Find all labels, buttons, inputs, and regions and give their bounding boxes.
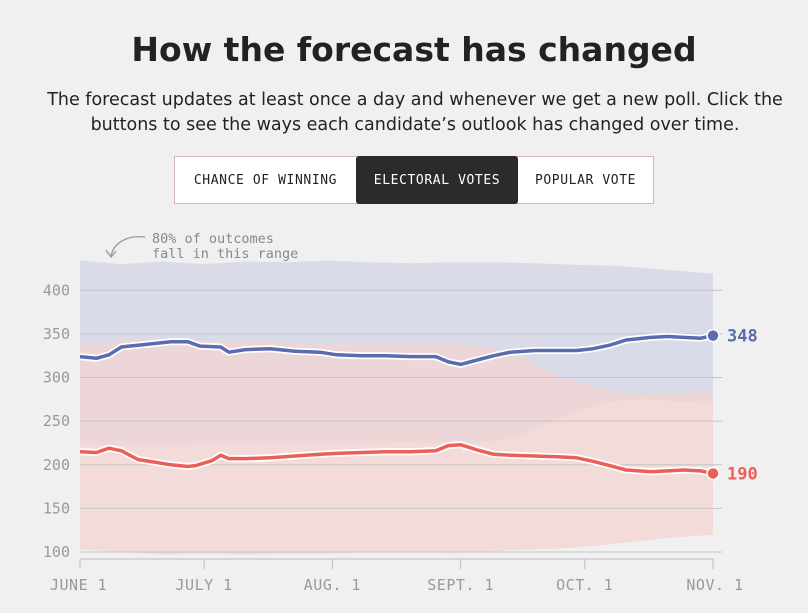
line-blue	[79, 333, 714, 367]
band-red	[80, 339, 713, 555]
y-tick-label: 400	[43, 281, 70, 299]
outcome-bands	[80, 260, 713, 555]
y-tick-label: 350	[43, 325, 70, 343]
x-tick-label: JULY 1	[176, 576, 233, 594]
y-tick-label: 150	[43, 499, 70, 517]
electoral-votes-chart: 100 150 200 250 300 350 400 348 190 JUNE 1 JULY …	[43, 231, 758, 594]
tab-popular-vote[interactable]: POPULAR VOTE	[518, 157, 653, 203]
end-label-red: 190	[727, 464, 758, 484]
page-title: How the forecast has changed	[131, 30, 697, 69]
x-tick-label: JUNE 1	[50, 576, 107, 594]
y-tick-label: 100	[43, 543, 70, 561]
end-label-blue: 348	[727, 327, 758, 347]
x-tick-label: SEPT. 1	[427, 576, 494, 594]
x-axis: JUNE 1 JULY 1 AUG. 1 SEPT. 1 OCT. 1 NOV. 1	[50, 558, 743, 594]
y-tick-label: 200	[43, 456, 70, 474]
y-tick-label: 250	[43, 412, 70, 430]
x-tick-label: NOV. 1	[686, 576, 743, 594]
forecast-lines: 348 190	[79, 327, 758, 484]
arrow-head-icon	[105, 249, 117, 259]
annotation-line-2: fall in this range	[152, 246, 298, 262]
y-tick-label: 300	[43, 369, 70, 387]
line-red	[79, 442, 714, 476]
curved-arrow-icon	[110, 236, 146, 257]
page-subtitle: The forecast updates at least once a day…	[47, 90, 783, 135]
tab-electoral-votes[interactable]: ELECTORAL VOTES	[356, 156, 518, 204]
end-point-blue	[706, 328, 720, 343]
tab-chance-of-winning[interactable]: CHANCE OF WINNING	[175, 157, 356, 203]
annotation: 80% of outcomes fall in this range	[105, 231, 298, 262]
x-tick-label: AUG. 1	[304, 576, 361, 594]
y-gridlines: 100 150 200 250 300 350 400	[43, 281, 722, 561]
chart-tab-group: CHANCE OF WINNING ELECTORAL VOTES POPULA…	[174, 156, 654, 204]
annotation-line-1: 80% of outcomes	[152, 231, 274, 247]
end-point-red	[706, 466, 720, 481]
x-tick-label: OCT. 1	[556, 576, 613, 594]
